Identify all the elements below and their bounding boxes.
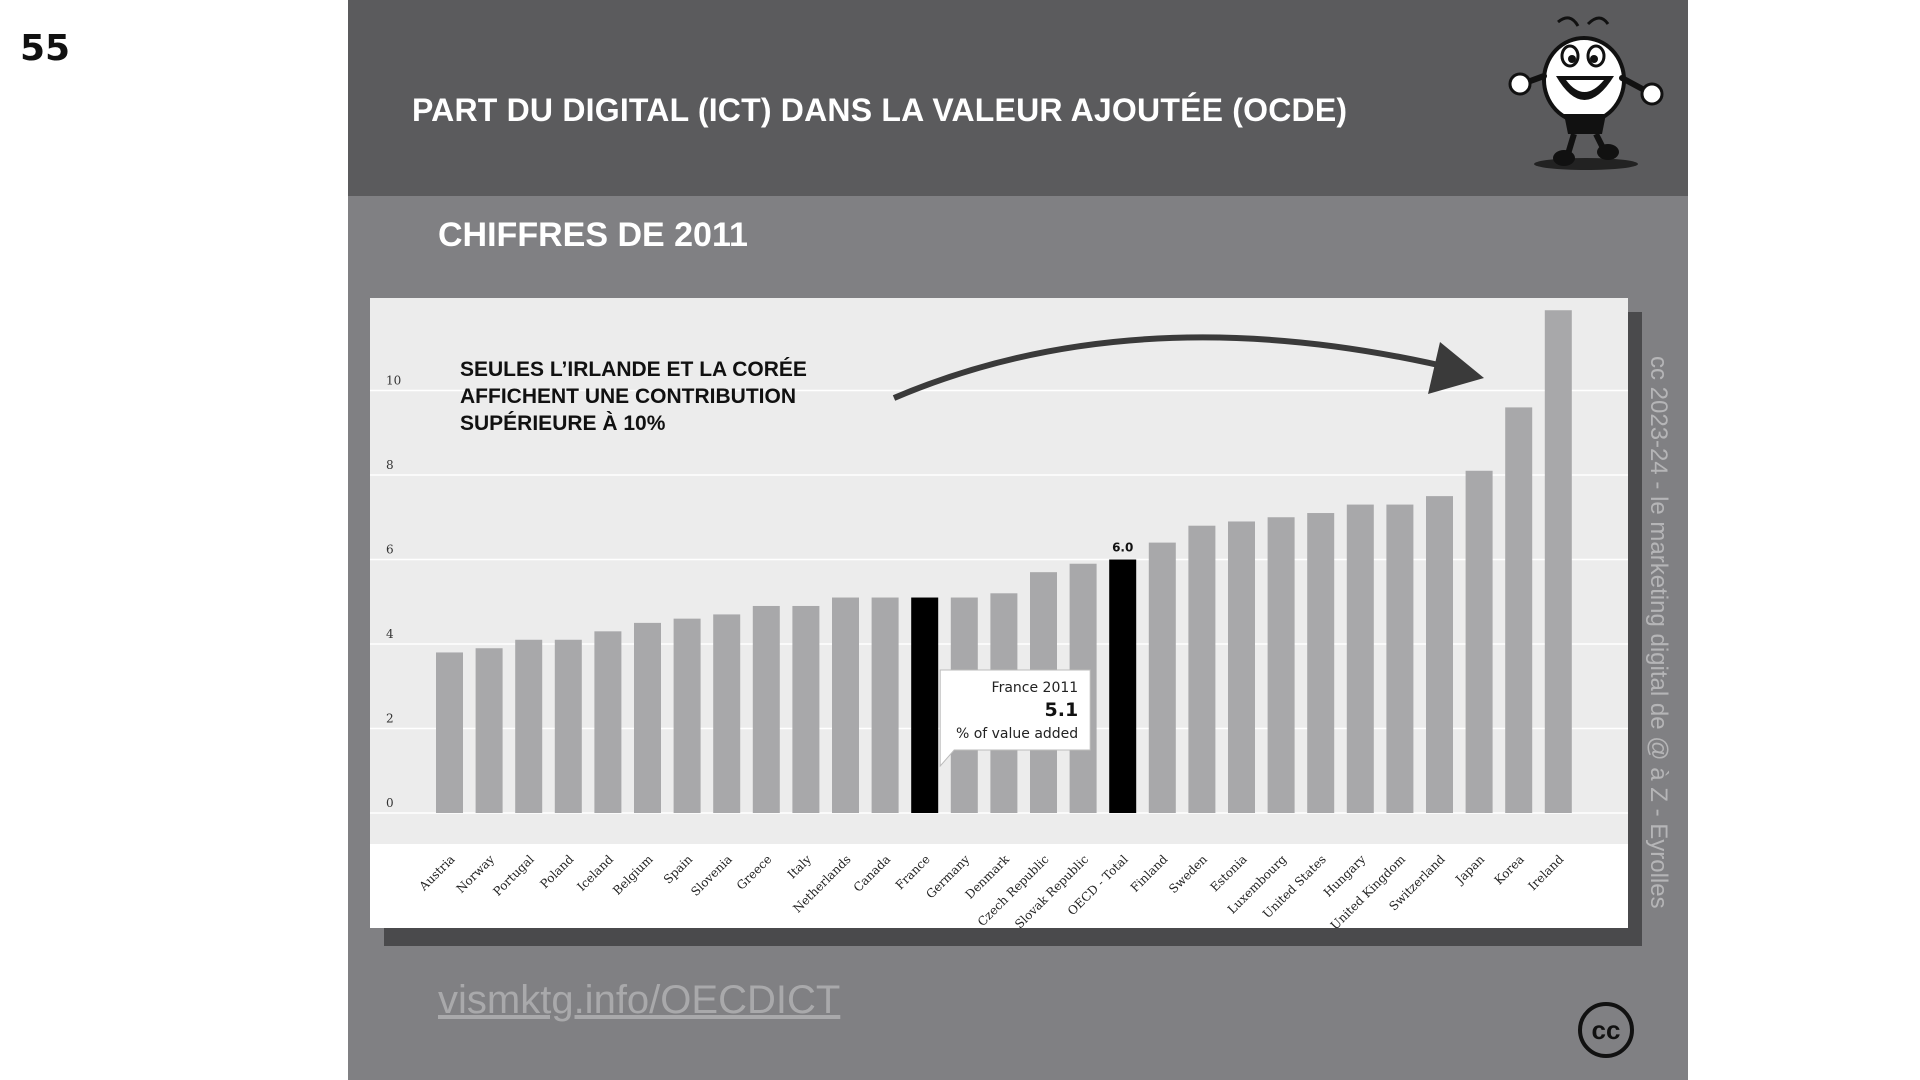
y-tick-label: 4	[386, 627, 394, 641]
slide-header: PART DU DIGITAL (ICT) DANS LA VALEUR AJO…	[348, 0, 1688, 196]
creative-commons-icon: cc	[1578, 1002, 1634, 1058]
x-tick-label: Greece	[734, 852, 775, 893]
chart-card: 0 2 4 6 8 10 Austria Norway Portugal Poland Icelan…	[370, 298, 1628, 928]
slide-title: PART DU DIGITAL (ICT) DANS LA VALEUR AJO…	[412, 92, 1348, 128]
bar	[1386, 504, 1414, 813]
x-tick-label: Japan	[1451, 852, 1487, 888]
bar	[554, 639, 582, 813]
bar	[1148, 542, 1176, 813]
annotation-line-2: AFFICHENT UNE CONTRIBUTION	[460, 385, 796, 408]
bar	[792, 605, 820, 813]
x-tick-label: Austria	[416, 852, 458, 894]
bar	[594, 631, 622, 813]
x-tick-label: Belgium	[610, 852, 656, 898]
bar	[1346, 504, 1374, 813]
slide: PART DU DIGITAL (ICT) DANS LA VALEUR AJO…	[348, 0, 1688, 1080]
callout-unit: % of value added	[956, 726, 1078, 742]
bar	[436, 652, 463, 813]
chart-annotation: SEULES L’IRLANDE ET LA CORÉE AFFICHENT U…	[460, 356, 880, 437]
callout-value: 5.1	[1045, 699, 1079, 721]
y-tick-label: 8	[386, 458, 394, 472]
running-mascot-icon	[1508, 16, 1664, 170]
annotation-line-1: SEULES L’IRLANDE ET LA CORÉE	[460, 358, 807, 381]
bar	[911, 597, 939, 813]
curved-arrow	[892, 334, 1461, 401]
side-credit: cc 2023-24 - le marketing digital de @ à…	[1645, 356, 1672, 909]
x-tick-label: Finland	[1128, 852, 1171, 895]
bar	[1465, 470, 1493, 813]
x-tick-label: Portugal	[490, 852, 537, 899]
x-tick-label: Slovak Republic	[1012, 852, 1091, 928]
x-tick-label: Slovenia	[688, 852, 735, 899]
data-label: 6.0	[1112, 541, 1133, 555]
bar	[832, 597, 859, 813]
bar	[515, 639, 543, 813]
page-number: 55	[20, 28, 71, 69]
bar	[713, 614, 741, 813]
slide-subtitle: CHIFFRES DE 2011	[438, 216, 748, 254]
x-tick-label: Poland	[537, 852, 576, 891]
source-link[interactable]: vismktg.info/OECDICT	[438, 978, 841, 1022]
callout-title: France 2011	[992, 680, 1079, 696]
callout-box: France 2011 5.1 % of value added	[939, 669, 1091, 768]
bar	[1109, 559, 1137, 813]
y-tick-label: 10	[386, 374, 401, 388]
bar	[1544, 310, 1572, 813]
x-tick-label: Canada	[851, 852, 893, 894]
bar	[1267, 517, 1295, 813]
x-tick-label: Spain	[661, 852, 696, 887]
bar	[634, 622, 661, 813]
x-tick-label: Ireland	[1525, 852, 1566, 893]
bar	[1188, 525, 1216, 813]
x-tick-label: Sweden	[1166, 852, 1210, 896]
bar	[1505, 407, 1533, 813]
bar	[673, 618, 701, 813]
bar	[1307, 513, 1335, 813]
annotation-line-3: SUPÉRIEURE À 10%	[460, 412, 666, 435]
bar	[475, 648, 503, 813]
bar	[1426, 496, 1453, 813]
y-tick-label: 0	[386, 796, 394, 810]
arrow-head-icon	[1428, 342, 1484, 394]
x-tick-label: Italy	[785, 852, 814, 881]
x-tick-label: France	[893, 852, 933, 892]
bar	[752, 605, 780, 813]
callout-shape	[939, 669, 1091, 768]
y-tick-label: 2	[386, 712, 394, 726]
bar	[1228, 521, 1255, 813]
bar	[871, 597, 899, 813]
y-tick-label: 6	[386, 543, 394, 557]
x-tick-label: Czech Republic	[975, 852, 1052, 928]
x-tick-label: Korea	[1492, 852, 1527, 887]
